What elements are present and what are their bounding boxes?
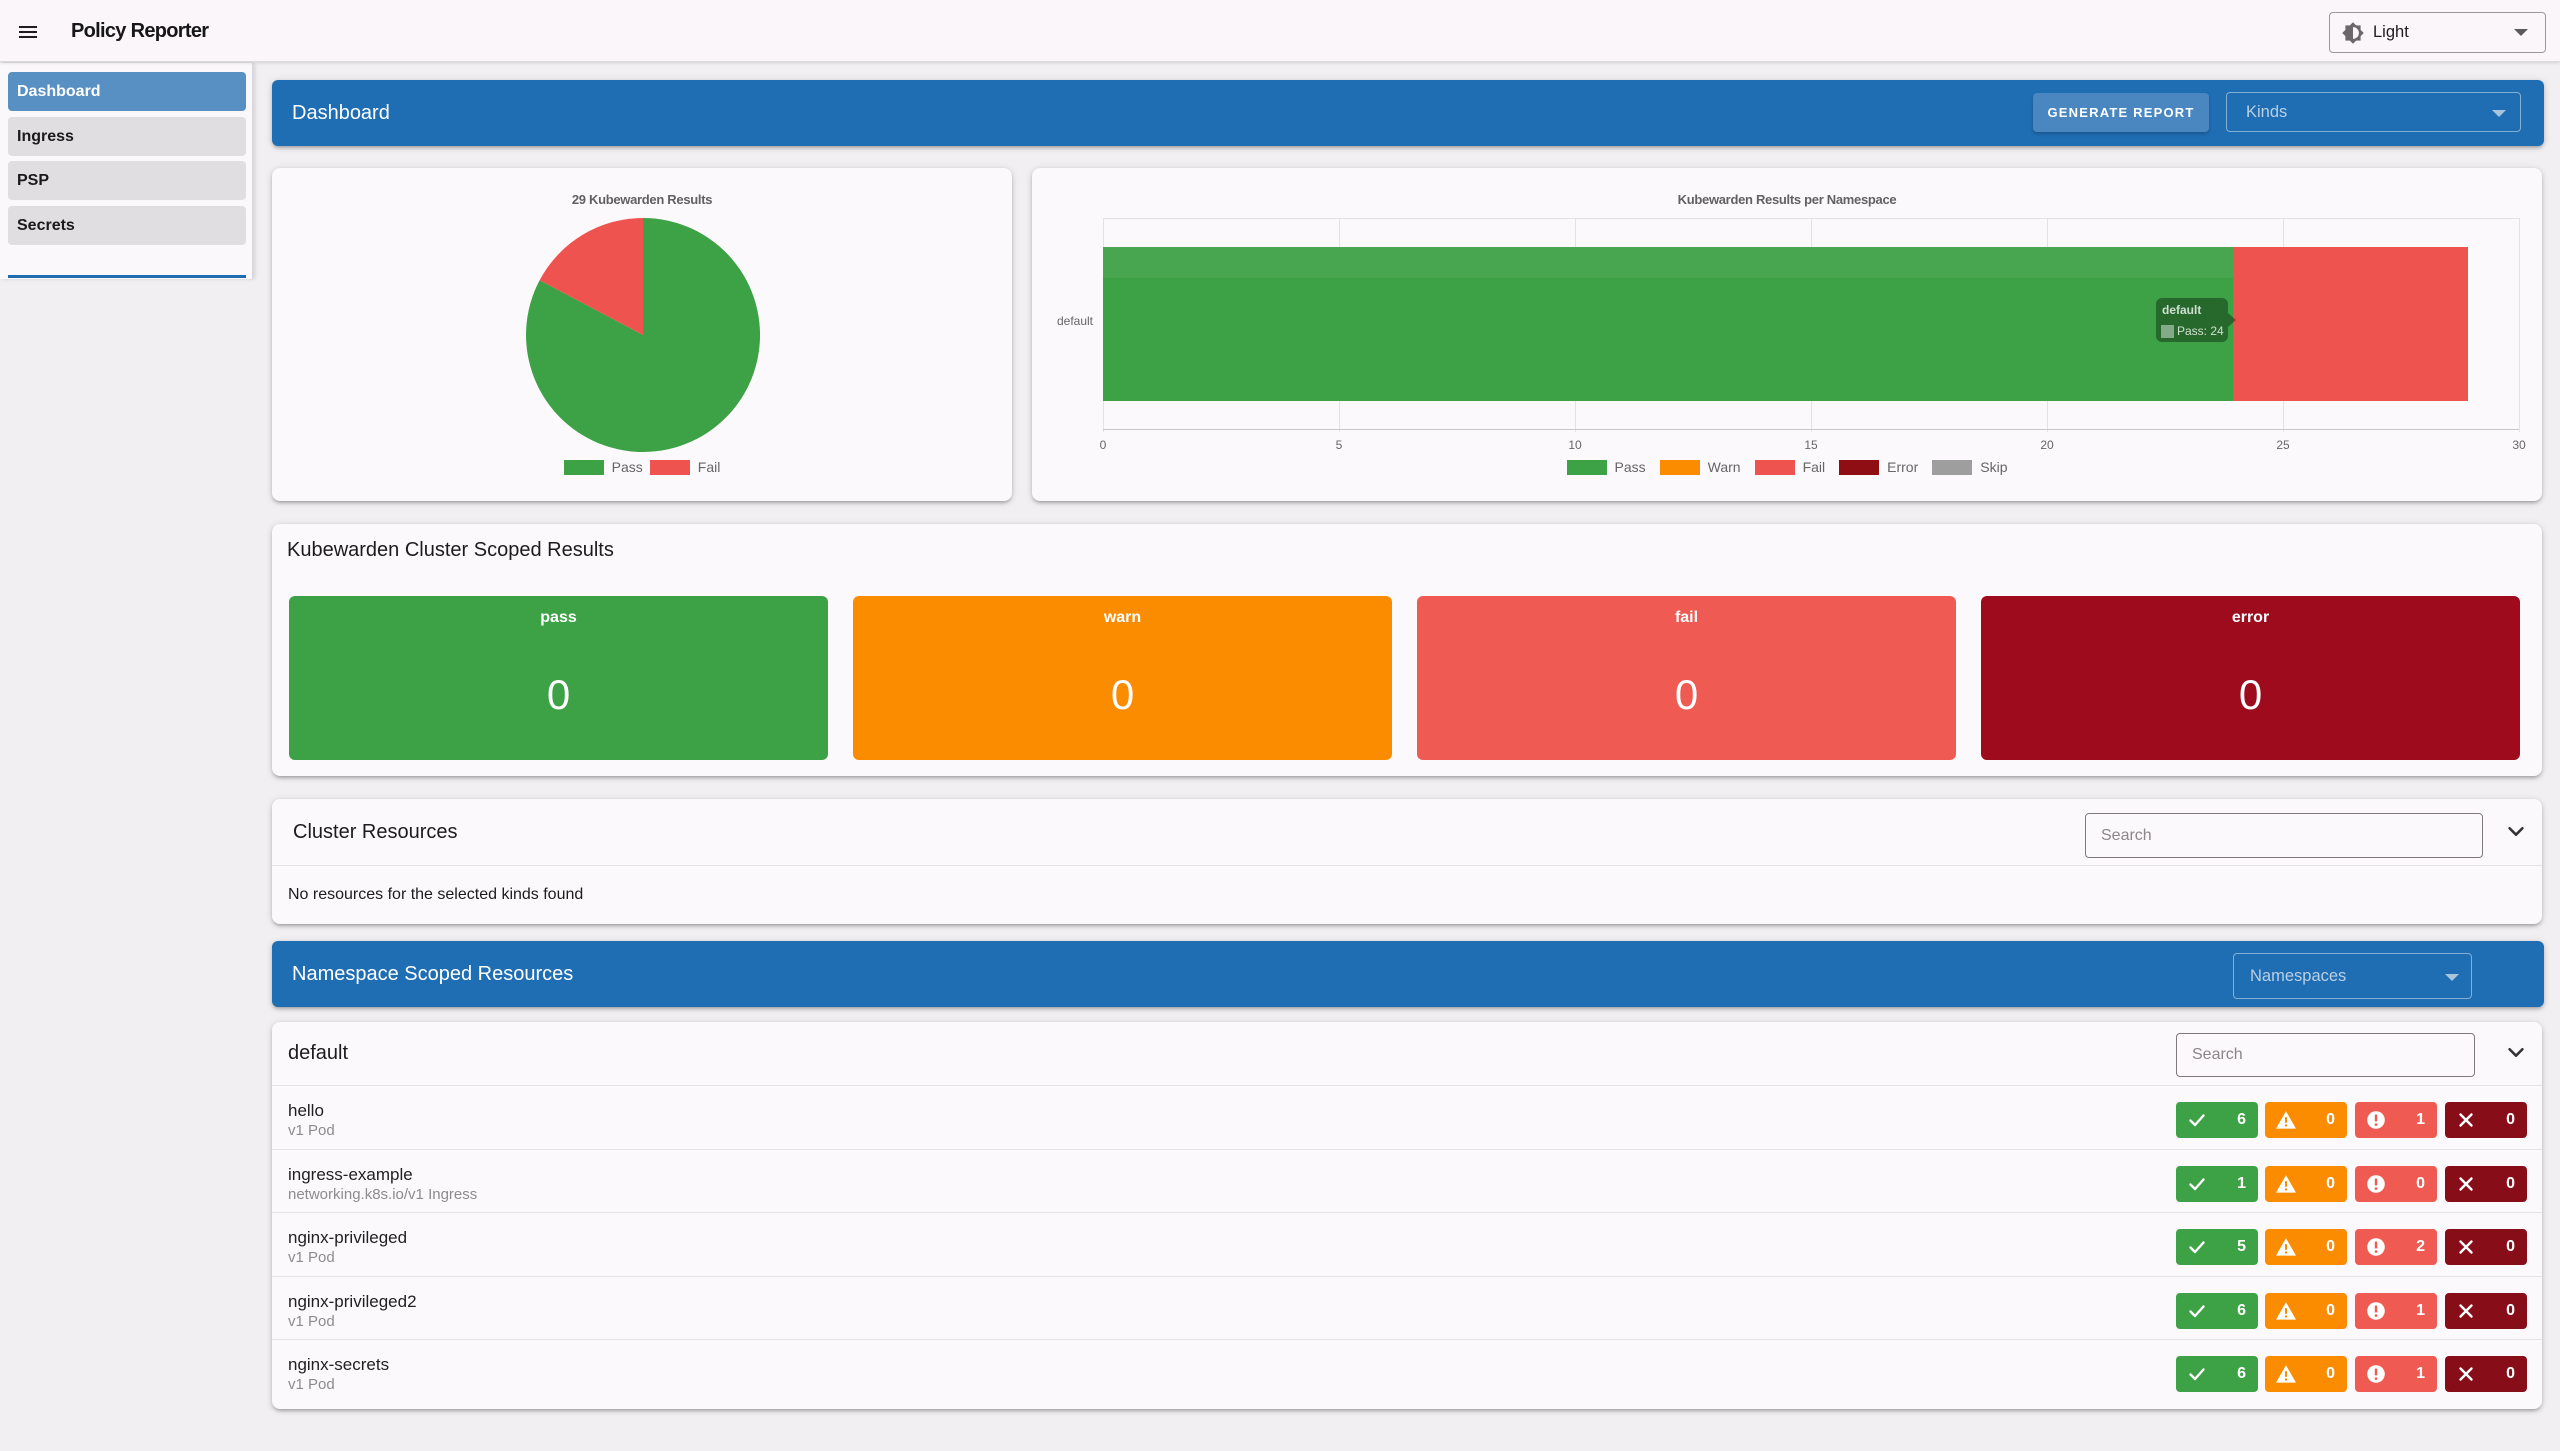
svg-text:Pass: 24: Pass: 24 <box>2177 324 2224 338</box>
svg-text:25: 25 <box>2276 438 2290 452</box>
svg-text:15: 15 <box>1804 438 1818 452</box>
svg-text:30: 30 <box>2512 438 2526 452</box>
svg-text:20: 20 <box>2040 438 2054 452</box>
svg-text:5: 5 <box>1336 438 1343 452</box>
svg-text:0: 0 <box>1100 438 1107 452</box>
svg-text:default: default <box>1057 314 1094 328</box>
svg-text:default: default <box>2162 303 2201 317</box>
svg-text:10: 10 <box>1568 438 1582 452</box>
